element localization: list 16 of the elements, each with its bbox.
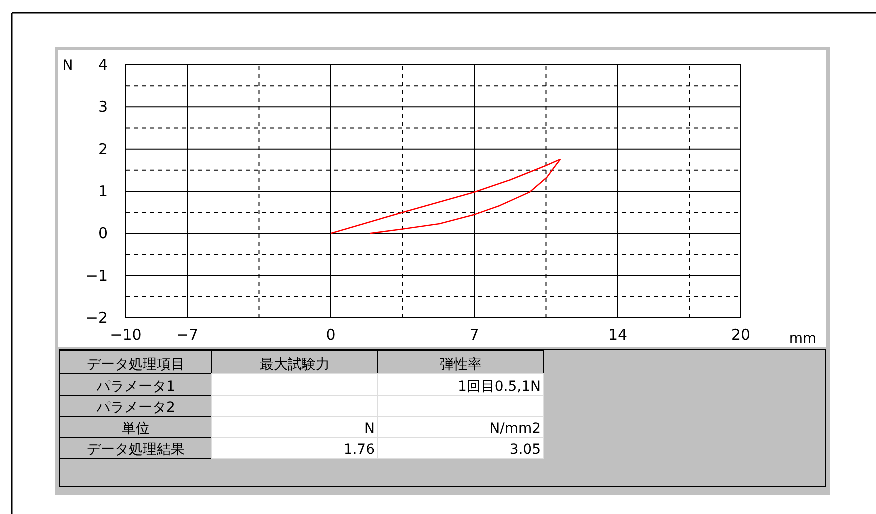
x-tick-label: 14 bbox=[608, 326, 628, 344]
x-tick-label: −7 bbox=[176, 326, 199, 344]
y-tick-label: 0 bbox=[98, 224, 108, 243]
y-tick-label: −1 bbox=[86, 266, 108, 285]
x-tick-label: 7 bbox=[470, 326, 480, 344]
y-tick-label: 4 bbox=[98, 56, 108, 74]
x-tick-label: −10 bbox=[110, 326, 142, 344]
x-axis-title: mm bbox=[789, 331, 817, 347]
table: データ処理項目 最大試験力 弾性率 パラメータ1 1回目0.5,1N パラメータ2 単位 N N/mm2 データ処理結果 1.76 3.05 bbox=[60, 350, 826, 488]
x-tick-label: 0 bbox=[326, 326, 336, 344]
y-tick-label: 1 bbox=[98, 182, 108, 200]
y-tick-label: −2 bbox=[86, 309, 108, 327]
y-tick-label: 3 bbox=[98, 98, 108, 116]
y-axis-title: N bbox=[62, 58, 74, 74]
x-tick-label: 20 bbox=[731, 326, 751, 344]
y-tick-label: 2 bbox=[98, 140, 108, 158]
